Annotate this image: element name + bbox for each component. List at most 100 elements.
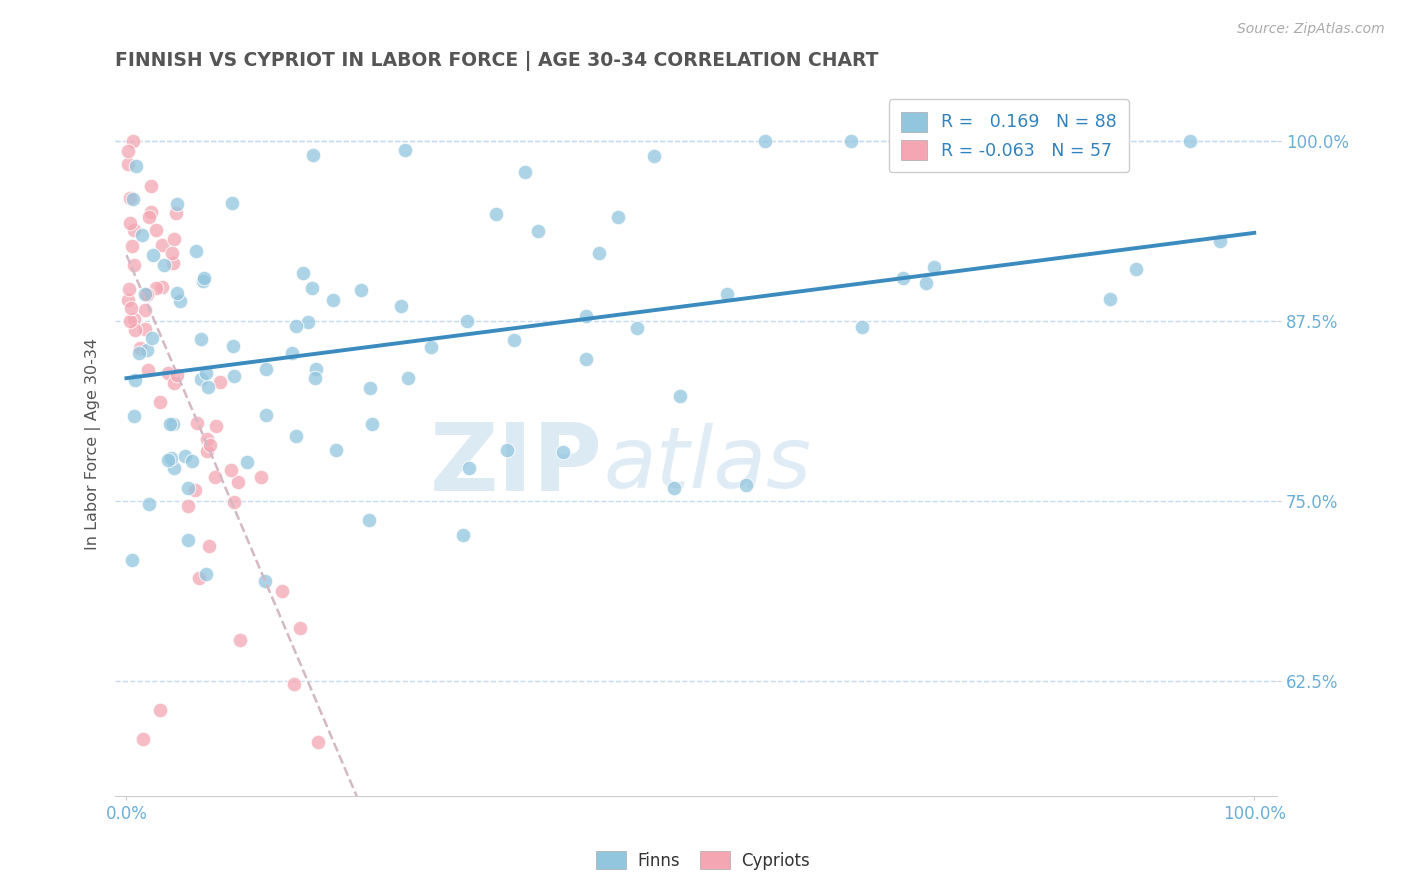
Point bbox=[129, 341, 152, 355]
Point bbox=[1178, 134, 1201, 148]
Point bbox=[420, 341, 443, 355]
Point bbox=[254, 409, 277, 423]
Point bbox=[643, 149, 665, 163]
Point bbox=[181, 454, 204, 468]
Point bbox=[271, 583, 294, 598]
Point bbox=[184, 244, 207, 258]
Y-axis label: In Labor Force | Age 30-34: In Labor Force | Age 30-34 bbox=[86, 337, 101, 549]
Point bbox=[301, 148, 323, 162]
Point bbox=[136, 286, 159, 301]
Point bbox=[485, 206, 508, 220]
Point bbox=[120, 314, 142, 328]
Point bbox=[122, 134, 145, 148]
Point bbox=[229, 632, 252, 647]
Point bbox=[893, 270, 915, 285]
Point bbox=[254, 362, 277, 376]
Text: FINNISH VS CYPRIOT IN LABOR FORCE | AGE 30-34 CORRELATION CHART: FINNISH VS CYPRIOT IN LABOR FORCE | AGE … bbox=[115, 51, 879, 70]
Legend: R =   0.169   N = 88, R = -0.063   N = 57: R = 0.169 N = 88, R = -0.063 N = 57 bbox=[889, 99, 1129, 172]
Point bbox=[125, 160, 148, 174]
Point bbox=[188, 570, 211, 584]
Point bbox=[301, 280, 323, 294]
Point bbox=[292, 266, 315, 280]
Point bbox=[177, 533, 200, 548]
Point bbox=[166, 368, 188, 382]
Point bbox=[139, 178, 162, 193]
Point bbox=[204, 470, 226, 484]
Point bbox=[136, 363, 159, 377]
Point bbox=[149, 394, 172, 409]
Point bbox=[117, 293, 139, 307]
Legend: Finns, Cypriots: Finns, Cypriots bbox=[589, 845, 817, 877]
Point bbox=[118, 191, 141, 205]
Point bbox=[222, 339, 245, 353]
Point bbox=[527, 224, 550, 238]
Point bbox=[668, 389, 690, 403]
Point bbox=[209, 375, 232, 389]
Point bbox=[305, 362, 328, 376]
Point bbox=[145, 223, 167, 237]
Point bbox=[157, 366, 180, 380]
Point bbox=[122, 192, 145, 206]
Point bbox=[124, 373, 146, 387]
Point bbox=[166, 286, 188, 301]
Point bbox=[288, 622, 311, 636]
Point bbox=[118, 282, 141, 296]
Point bbox=[132, 731, 155, 746]
Point bbox=[221, 462, 243, 476]
Point bbox=[226, 475, 249, 490]
Point bbox=[190, 372, 212, 386]
Point bbox=[163, 460, 186, 475]
Point bbox=[915, 276, 938, 290]
Point bbox=[136, 288, 159, 302]
Point bbox=[135, 343, 157, 357]
Point bbox=[503, 333, 526, 347]
Point bbox=[495, 442, 517, 457]
Point bbox=[160, 450, 183, 465]
Point bbox=[122, 223, 145, 237]
Point bbox=[117, 157, 139, 171]
Point bbox=[150, 237, 173, 252]
Point bbox=[145, 281, 167, 295]
Point bbox=[124, 323, 146, 337]
Point bbox=[389, 299, 412, 313]
Point bbox=[626, 320, 648, 334]
Point bbox=[360, 417, 382, 432]
Point bbox=[198, 539, 221, 553]
Point bbox=[350, 283, 373, 297]
Point bbox=[297, 315, 319, 329]
Point bbox=[122, 311, 145, 326]
Point bbox=[141, 205, 163, 219]
Point bbox=[396, 371, 419, 385]
Point bbox=[138, 210, 160, 224]
Point bbox=[851, 320, 873, 334]
Point bbox=[359, 381, 381, 395]
Point bbox=[190, 332, 212, 346]
Point bbox=[124, 409, 146, 423]
Point bbox=[575, 309, 598, 323]
Point bbox=[193, 271, 215, 285]
Point bbox=[163, 376, 186, 390]
Point bbox=[162, 256, 184, 270]
Point bbox=[134, 321, 156, 335]
Point bbox=[553, 445, 575, 459]
Point bbox=[205, 418, 228, 433]
Point bbox=[325, 442, 347, 457]
Point bbox=[174, 449, 197, 463]
Text: Source: ZipAtlas.com: Source: ZipAtlas.com bbox=[1237, 22, 1385, 37]
Point bbox=[162, 246, 184, 260]
Point bbox=[322, 293, 344, 308]
Point bbox=[120, 301, 142, 315]
Point bbox=[1125, 261, 1147, 276]
Point bbox=[121, 239, 143, 253]
Point bbox=[1209, 234, 1232, 248]
Point bbox=[177, 481, 200, 495]
Point bbox=[716, 287, 738, 301]
Point bbox=[165, 206, 187, 220]
Point bbox=[159, 417, 181, 432]
Point bbox=[250, 469, 273, 483]
Point bbox=[456, 313, 478, 327]
Point bbox=[117, 144, 139, 158]
Point bbox=[120, 215, 142, 229]
Point bbox=[131, 228, 153, 243]
Point bbox=[197, 380, 219, 394]
